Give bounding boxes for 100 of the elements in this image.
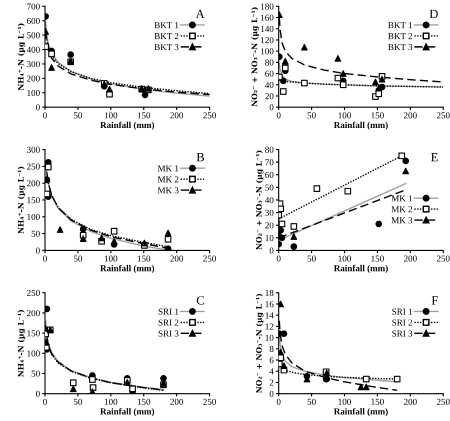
chart-title: B xyxy=(196,153,204,162)
y-tick-label: 60 xyxy=(265,172,274,178)
x-tick-label: 50 xyxy=(308,256,316,262)
y-tick-label: 16 xyxy=(266,301,274,308)
chart-title: C xyxy=(196,296,204,305)
x-tick-label: 150 xyxy=(371,398,384,405)
legend-label: SRI 1 xyxy=(392,308,412,315)
y-tick-label: 300 xyxy=(27,61,40,68)
y-tick-label: 300 xyxy=(27,146,40,153)
legend-label: BKT 2 xyxy=(154,33,178,40)
y-tick-label: 40 xyxy=(264,82,274,88)
x-tick-label: 250 xyxy=(203,256,216,262)
y-tick-label: 0 xyxy=(270,104,274,110)
y-tick-label: 200 xyxy=(26,75,40,82)
y-tick-label: 0 xyxy=(36,248,40,254)
x-tick-label: 250 xyxy=(436,398,450,405)
legend-label: SRI 2 xyxy=(158,320,178,326)
legend-label: MK 3 xyxy=(391,217,412,224)
y-tick-label: 250 xyxy=(26,163,40,170)
y-tick-label: 30 xyxy=(265,210,274,216)
x-tick-label: 100 xyxy=(104,256,118,262)
x-tick-label: 150 xyxy=(138,398,150,405)
x-tick-label: 200 xyxy=(170,256,184,262)
y-tick-label: 12 xyxy=(266,324,274,330)
x-tick-label: 150 xyxy=(138,112,150,118)
x-tick-label: 200 xyxy=(404,112,417,118)
legend-label: SRI 3 xyxy=(392,330,412,337)
x-tick-label: 50 xyxy=(74,398,82,405)
legend-label: MK 3 xyxy=(158,187,179,194)
y-tick-label: 200 xyxy=(26,180,40,186)
y-tick-label: 120 xyxy=(261,37,274,44)
x-tick-label: 0 xyxy=(43,256,47,262)
chart-title: D xyxy=(430,10,438,18)
x-tick-label: 150 xyxy=(371,112,384,118)
y-tick-label: 600 xyxy=(26,18,40,24)
y-tick-label: 10 xyxy=(266,334,274,341)
x-tick-label: 50 xyxy=(308,112,316,118)
y-tick-label: 50 xyxy=(265,184,274,191)
y-tick-label: 80 xyxy=(265,59,274,66)
legend-label: BKT 2 xyxy=(388,33,412,40)
y-tick-label: 8 xyxy=(270,346,274,352)
y-tick-label: 6 xyxy=(270,357,274,364)
y-tick-label: 100 xyxy=(27,214,40,220)
x-tick-label: 200 xyxy=(404,256,417,262)
x-tick-label: 250 xyxy=(436,112,450,118)
y-tick-label: 250 xyxy=(26,290,40,296)
y-tick-label: 700 xyxy=(27,3,40,10)
y-tick-label: 80 xyxy=(265,146,274,153)
y-tick-label: 100 xyxy=(27,350,40,357)
y-tick-label: 4 xyxy=(269,368,274,374)
x-axis-title: Rainfall (mm) xyxy=(100,122,154,130)
y-tick-label: 500 xyxy=(27,32,40,38)
x-tick-label: 250 xyxy=(436,256,450,262)
x-axis-title: Rainfall (mm) xyxy=(100,264,154,274)
y-tick-label: 60 xyxy=(265,70,274,77)
x-tick-label: 50 xyxy=(74,112,82,118)
x-tick-label: 250 xyxy=(203,112,216,118)
y-tick-label: 150 xyxy=(27,330,40,336)
x-tick-label: 150 xyxy=(371,256,384,262)
y-tick-label: 0 xyxy=(270,390,274,397)
x-tick-label: 50 xyxy=(74,256,82,262)
legend-label: BKT 1 xyxy=(154,22,178,28)
y-tick-label: 2 xyxy=(270,380,274,386)
legend-label: MK 2 xyxy=(391,206,412,212)
x-tick-label: 100 xyxy=(338,112,351,118)
x-tick-label: 100 xyxy=(338,256,351,262)
y-tick-label: 200 xyxy=(26,310,40,316)
legend-label: BKT 1 xyxy=(388,22,412,28)
x-tick-label: 100 xyxy=(104,398,118,405)
x-tick-label: 150 xyxy=(138,256,150,262)
y-tick-label: 160 xyxy=(261,14,274,21)
x-tick-label: 0 xyxy=(276,256,281,262)
y-tick-label: 0 xyxy=(270,248,274,254)
x-axis-title: Rainfall (mm) xyxy=(334,264,388,274)
x-tick-label: 200 xyxy=(170,398,184,405)
y-tick-label: 140 xyxy=(261,26,274,32)
y-tick-label: 10 xyxy=(266,234,274,242)
x-tick-label: 200 xyxy=(170,112,184,118)
y-tick-label: 18 xyxy=(266,290,274,296)
y-tick-label: 14 xyxy=(266,312,274,318)
y-tick-label: 100 xyxy=(27,90,40,96)
x-tick-label: 0 xyxy=(43,398,47,405)
legend-label: BKT 3 xyxy=(154,44,179,50)
y-tick-label: 150 xyxy=(27,197,40,204)
x-tick-label: 100 xyxy=(104,112,118,118)
x-tick-label: 100 xyxy=(338,398,351,405)
legend-label: MK 1 xyxy=(391,195,412,202)
y-tick-label: 100 xyxy=(261,48,274,54)
y-tick-label: 70 xyxy=(265,159,274,166)
legend-label: SRI 1 xyxy=(158,308,178,315)
x-axis-title: Rainfall (mm) xyxy=(334,408,388,416)
chart-title: F xyxy=(432,296,438,304)
y-tick-label: 0 xyxy=(36,390,40,397)
legend-label: MK 2 xyxy=(158,176,178,182)
y-tick-label: 40 xyxy=(264,197,274,204)
legend-label: SRI 3 xyxy=(158,330,179,337)
y-tick-label: 400 xyxy=(26,46,40,53)
x-tick-label: 0 xyxy=(276,398,281,405)
y-tick-label: 50 xyxy=(32,230,40,237)
x-axis-title: Rainfall (mm) xyxy=(100,408,154,416)
